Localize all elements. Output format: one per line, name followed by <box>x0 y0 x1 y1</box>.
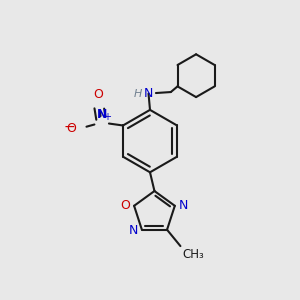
Text: O: O <box>67 122 76 135</box>
Text: N: N <box>96 108 107 121</box>
Text: O: O <box>120 199 130 212</box>
Text: N: N <box>128 224 138 237</box>
Text: +: + <box>103 112 111 122</box>
Text: O: O <box>94 88 103 100</box>
Text: N: N <box>179 199 188 212</box>
Text: −: − <box>63 120 75 134</box>
Text: N: N <box>144 87 153 100</box>
Text: CH₃: CH₃ <box>182 248 204 262</box>
Text: H: H <box>134 88 142 98</box>
